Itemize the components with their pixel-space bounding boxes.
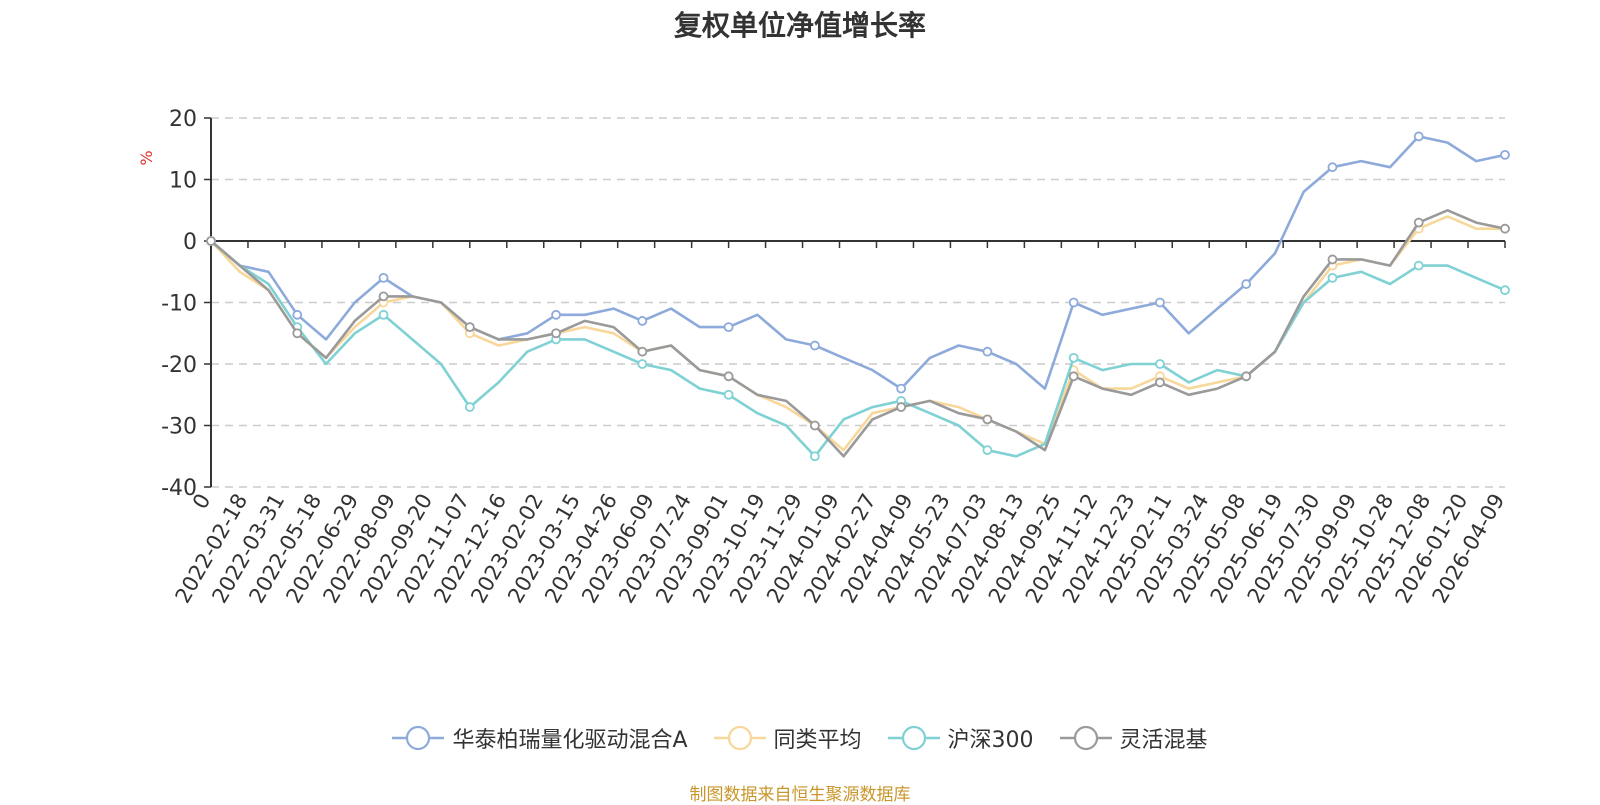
axis-layer: 20100-10-20-30-4002022-02-182022-03-3120… — [161, 107, 1509, 607]
data-point — [809, 451, 820, 462]
data-point — [1500, 149, 1510, 160]
data-point — [1155, 297, 1165, 308]
legend-swatch-icon — [887, 725, 940, 751]
data-point — [1241, 279, 1252, 289]
data-point — [551, 328, 561, 339]
data-point — [896, 383, 907, 394]
y-tick-label: 10 — [169, 169, 197, 194]
data-point — [1155, 377, 1165, 388]
data-point — [723, 389, 734, 400]
series-layer — [206, 131, 1510, 462]
data-point — [1327, 272, 1338, 283]
y-tick-label: -20 — [161, 353, 197, 378]
y-tick-label: -40 — [161, 476, 197, 501]
legend-item-0[interactable]: 华泰柏瑞量化驱动混合A — [392, 722, 688, 754]
data-point — [637, 316, 648, 326]
data-point — [206, 236, 216, 246]
data-point — [982, 346, 993, 357]
data-point — [1500, 285, 1510, 296]
data-point — [1155, 359, 1165, 369]
legend-swatch-icon — [713, 725, 766, 751]
data-point — [551, 309, 561, 320]
data-point — [723, 371, 734, 382]
data-point — [637, 359, 648, 369]
data-point — [1327, 254, 1338, 265]
data-point — [1500, 223, 1510, 234]
data-point — [1327, 162, 1338, 173]
series-line-2 — [210, 240, 1506, 458]
data-point — [378, 309, 389, 320]
legend-label: 华泰柏瑞量化驱动混合A — [452, 728, 688, 753]
legend-swatch-icon — [1059, 725, 1112, 751]
data-point — [1068, 371, 1079, 382]
series-line-0 — [210, 135, 1506, 390]
data-point — [1413, 217, 1424, 228]
data-point — [982, 445, 993, 456]
legend-swatch-icon — [392, 725, 445, 751]
data-point — [896, 402, 907, 412]
data-point — [723, 322, 734, 333]
data-point — [809, 420, 820, 431]
legend-item-2[interactable]: 沪深300 — [887, 722, 1034, 754]
data-point — [1068, 352, 1079, 363]
y-tick-label: -30 — [161, 415, 197, 440]
legend-label: 同类平均 — [773, 728, 862, 753]
data-point — [378, 291, 389, 302]
legend-label: 沪深300 — [947, 728, 1034, 753]
legend-item-3[interactable]: 灵活混基 — [1059, 722, 1208, 754]
x-tick-label: 0 — [188, 490, 215, 514]
data-point — [982, 414, 993, 425]
data-point — [1413, 131, 1424, 142]
legend-item-1[interactable]: 同类平均 — [713, 722, 862, 754]
data-point — [378, 272, 389, 283]
y-tick-label: 20 — [169, 107, 197, 132]
y-tick-label: -10 — [161, 292, 197, 317]
series-line-3 — [210, 209, 1506, 458]
legend: 华泰柏瑞量化驱动混合A 同类平均 沪深300 灵活混基 — [0, 722, 1600, 754]
y-axis-label: % — [137, 150, 156, 165]
source-note: 制图数据来自恒生聚源数据库 — [689, 785, 911, 805]
data-point — [292, 309, 303, 320]
y-tick-label: 0 — [183, 230, 197, 255]
data-point — [1413, 260, 1424, 271]
data-point — [464, 322, 475, 333]
data-point — [464, 402, 475, 412]
legend-label: 灵活混基 — [1119, 728, 1208, 753]
data-point — [1241, 371, 1252, 382]
data-point — [637, 346, 648, 357]
data-point — [292, 328, 303, 339]
data-point — [1068, 297, 1079, 308]
chart-title: 复权单位净值增长率 — [673, 9, 926, 42]
data-point — [809, 340, 820, 351]
